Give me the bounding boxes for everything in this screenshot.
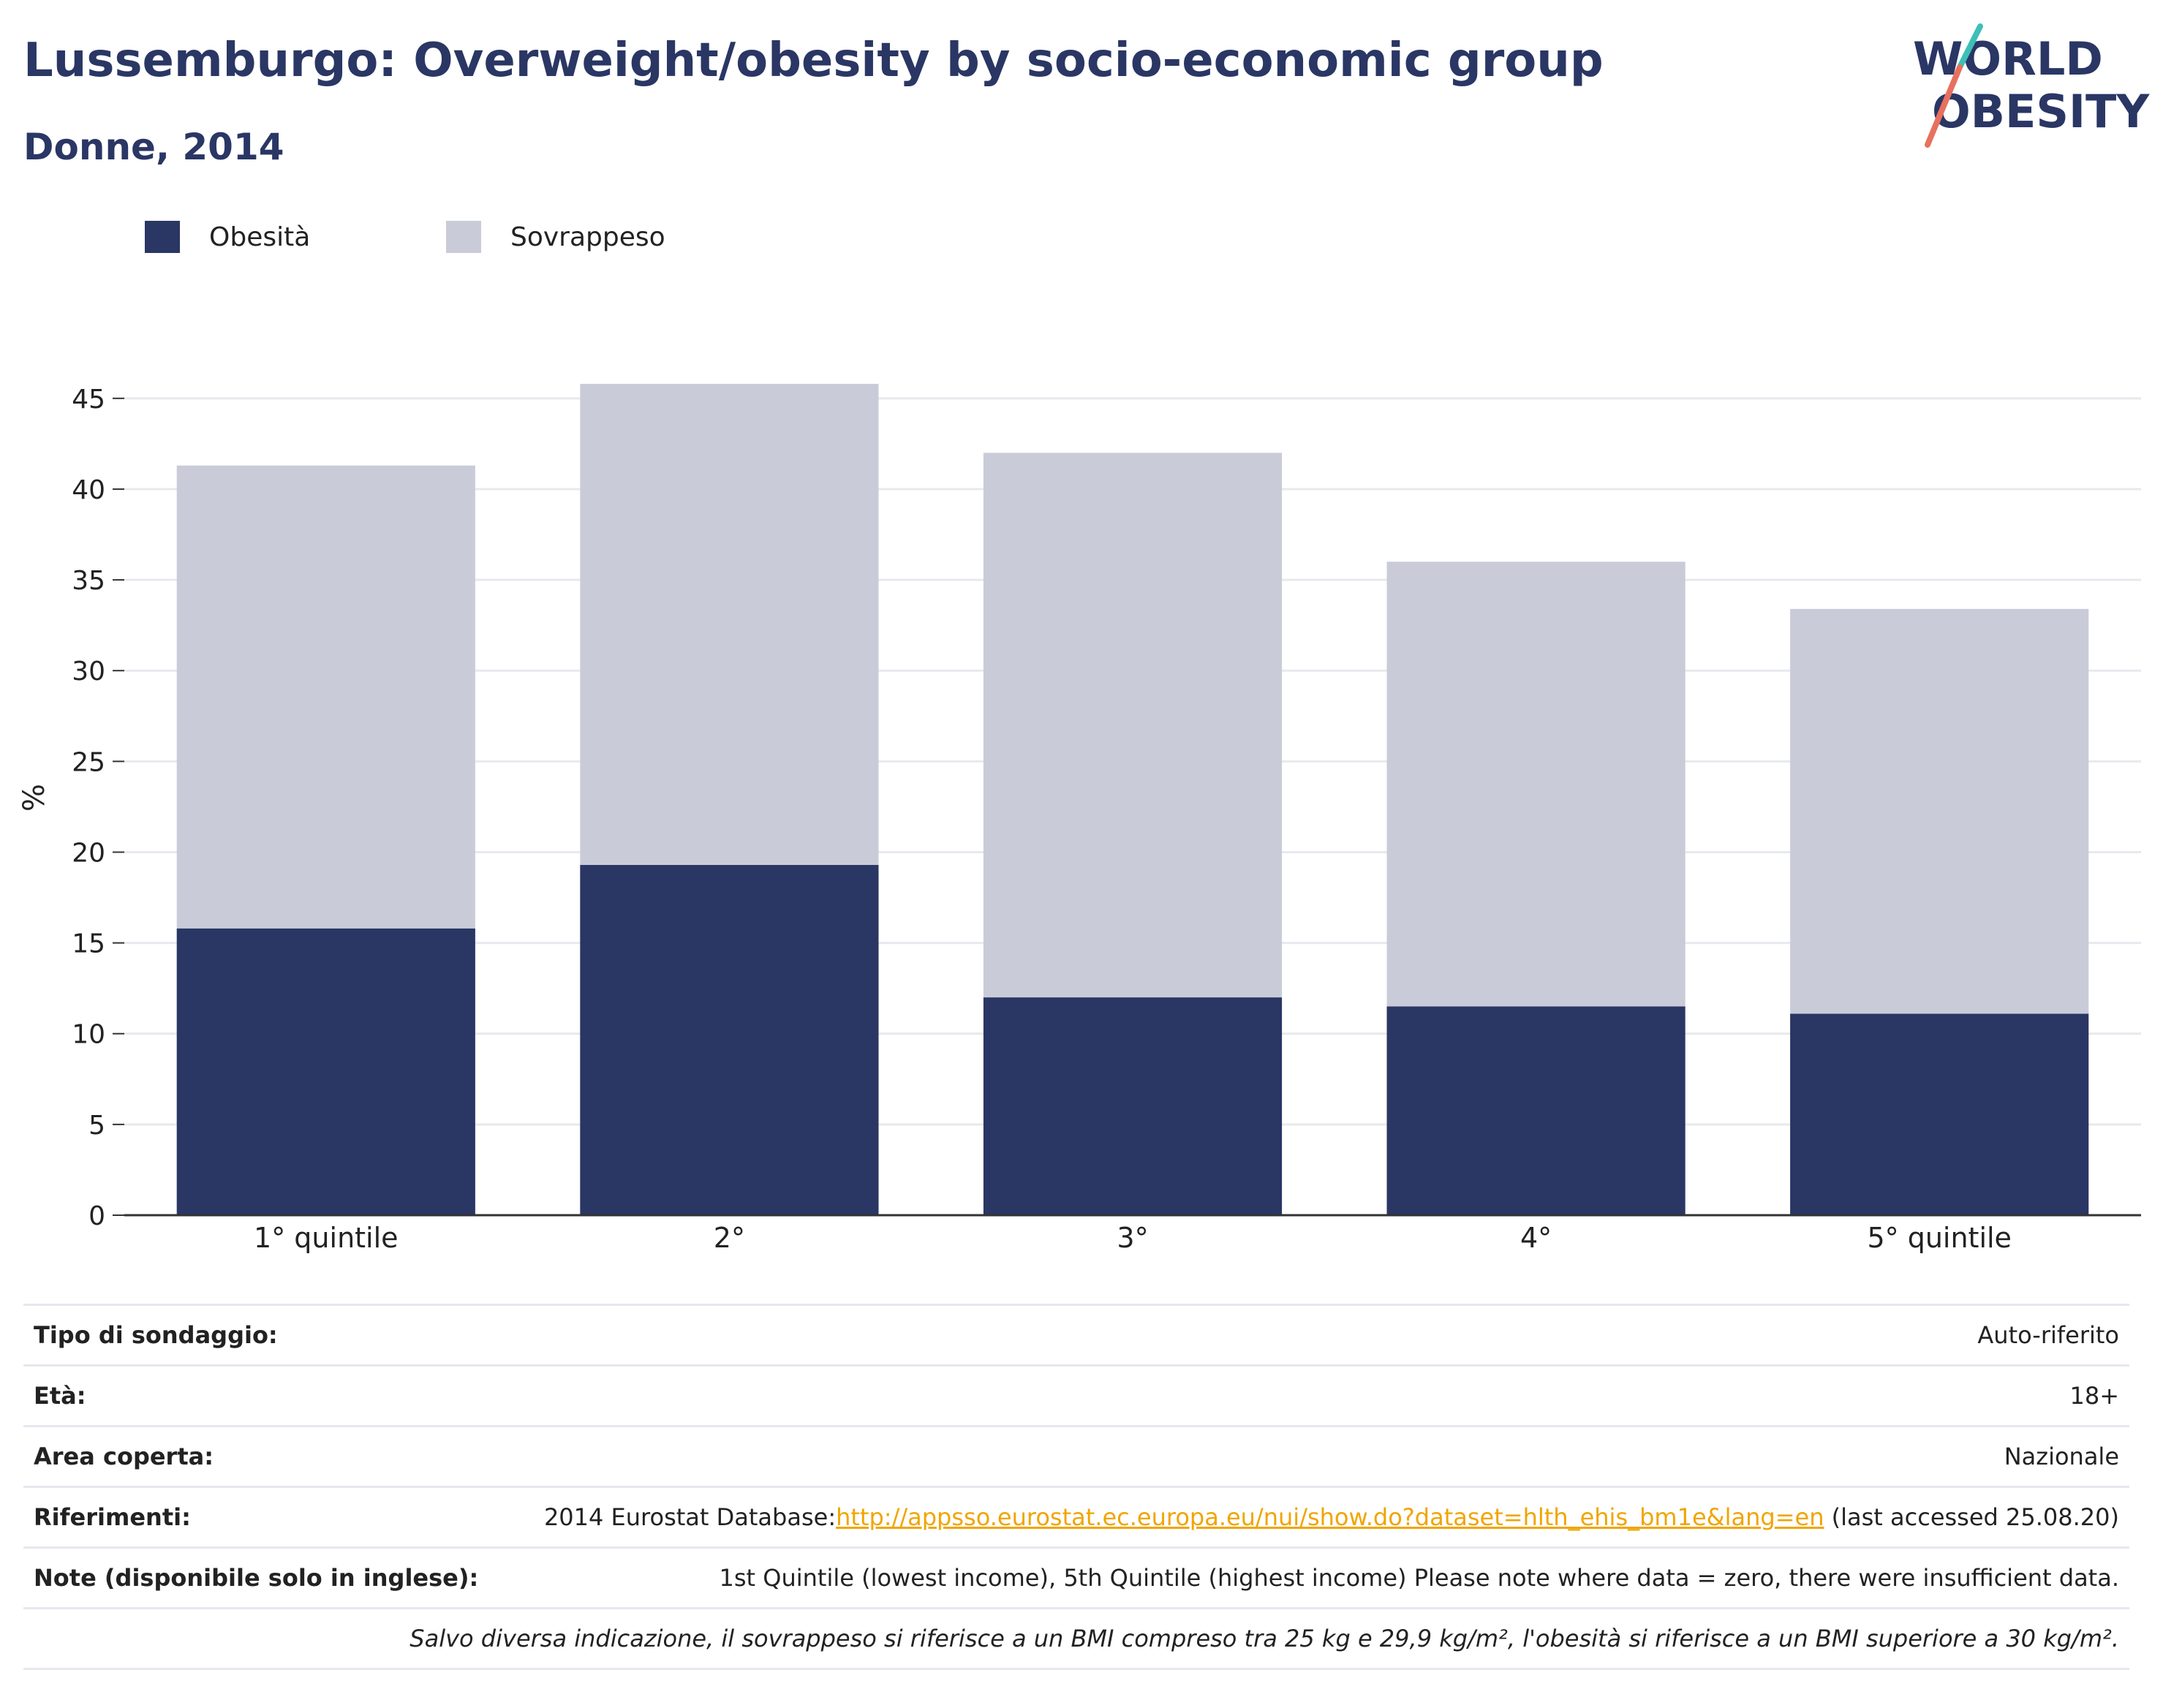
bar-obesita-5[interactable] bbox=[1790, 1013, 2089, 1215]
info-row-age: Età: 18+ bbox=[23, 1364, 2129, 1427]
references-prefix: 2014 Eurostat Database: bbox=[543, 1503, 837, 1531]
y-tick-label-1: 5 bbox=[88, 1111, 105, 1141]
y-tick-label-6: 30 bbox=[72, 657, 105, 687]
area-value: Nazionale bbox=[488, 1425, 2129, 1487]
bar-obesita-4[interactable] bbox=[1386, 1006, 1686, 1216]
bars bbox=[176, 383, 2089, 1216]
chart-subtitle: Donne, 2014 bbox=[23, 126, 284, 168]
info-row-notes: Note (disponibile solo in inglese): 1st … bbox=[23, 1546, 2129, 1609]
references-link[interactable]: http://appsso.eurostat.ec.europa.eu/nui/… bbox=[836, 1503, 1824, 1531]
y-tick-label-5: 25 bbox=[72, 747, 105, 777]
x-tick-label-4: 4° bbox=[1520, 1222, 1552, 1254]
legend-label-obesita: Obesità bbox=[209, 222, 311, 252]
info-row-area: Area coperta: Nazionale bbox=[23, 1425, 2129, 1487]
references-suffix: (last accessed 25.08.20) bbox=[1824, 1503, 2119, 1531]
bar-chart: 0 5 10 15 20 25 30 35 40 45 1° quintile 2° 3° 4° 5° q… bbox=[18, 383, 2141, 1254]
x-tick-label-5: 5° quintile bbox=[1867, 1222, 2012, 1254]
logo-slash-coral bbox=[1925, 64, 1963, 148]
survey-type-label: Tipo di sondaggio: bbox=[23, 1304, 489, 1366]
info-table: Tipo di sondaggio: Auto-riferito Età: 18… bbox=[23, 1304, 2129, 1670]
y-tick-label-2: 10 bbox=[72, 1020, 105, 1050]
y-tick-label-4: 20 bbox=[72, 838, 105, 868]
chart-title: Lussemburgo: Overweight/obesity by socio… bbox=[23, 34, 1604, 88]
logo-line-1: WORLD bbox=[1913, 32, 2103, 86]
bar-obesita-3[interactable] bbox=[983, 997, 1283, 1215]
bar-obesita-1[interactable] bbox=[176, 928, 475, 1215]
bar-obesita-2[interactable] bbox=[580, 864, 879, 1215]
legend-item-sovrappeso[interactable]: Sovrappeso bbox=[446, 216, 665, 257]
y-tick-label-7: 35 bbox=[72, 566, 105, 596]
logo-slash-teal bbox=[1957, 23, 1983, 70]
bmi-footnote: Salvo diversa indicazione, il sovrappeso… bbox=[23, 1607, 2129, 1670]
notes-value: 1st Quintile (lowest income), 5th Quinti… bbox=[488, 1546, 2129, 1609]
world-obesity-logo: WORLD OBESITY bbox=[1913, 23, 2150, 148]
bar-sovrappeso-2[interactable] bbox=[580, 383, 879, 865]
age-label: Età: bbox=[23, 1364, 489, 1427]
info-row-footnote: Salvo diversa indicazione, il sovrappeso… bbox=[23, 1607, 2129, 1670]
info-row-survey: Tipo di sondaggio: Auto-riferito bbox=[23, 1304, 2129, 1366]
info-row-refs: Riferimenti: 2014 Eurostat Database:http… bbox=[23, 1486, 2129, 1548]
legend-label-sovrappeso: Sovrappeso bbox=[510, 222, 665, 252]
bar-sovrappeso-3[interactable] bbox=[983, 453, 1283, 998]
bar-sovrappeso-4[interactable] bbox=[1386, 562, 1686, 1007]
y-tick-label-8: 40 bbox=[72, 475, 105, 505]
y-axis-label: % bbox=[18, 784, 51, 812]
y-tick-label-0: 0 bbox=[88, 1201, 105, 1231]
y-tick-label-3: 15 bbox=[72, 929, 105, 959]
x-tick-label-2: 2° bbox=[714, 1222, 745, 1254]
survey-type-value: Auto-riferito bbox=[488, 1304, 2129, 1366]
legend-swatch-sovrappeso bbox=[446, 221, 481, 253]
references-label: Riferimenti: bbox=[23, 1486, 489, 1548]
x-tick-label-3: 3° bbox=[1117, 1222, 1148, 1254]
references-value: 2014 Eurostat Database:http://appsso.eur… bbox=[488, 1486, 2129, 1548]
area-label: Area coperta: bbox=[23, 1425, 489, 1487]
y-axis-ticks: 0 5 10 15 20 25 30 35 40 45 bbox=[72, 385, 124, 1231]
x-tick-label-1: 1° quintile bbox=[254, 1222, 399, 1254]
bar-sovrappeso-5[interactable] bbox=[1790, 608, 2089, 1014]
logo-line-2: OBESITY bbox=[1932, 85, 2150, 138]
notes-label: Note (disponibile solo in inglese): bbox=[23, 1546, 489, 1609]
x-axis-labels: 1° quintile 2° 3° 4° 5° quintile bbox=[254, 1222, 2012, 1254]
y-tick-label-9: 45 bbox=[72, 385, 105, 415]
legend-swatch-obesita bbox=[145, 221, 180, 253]
age-value: 18+ bbox=[488, 1364, 2129, 1427]
bar-sovrappeso-1[interactable] bbox=[176, 465, 475, 929]
legend-item-obesita[interactable]: Obesità bbox=[145, 216, 310, 257]
